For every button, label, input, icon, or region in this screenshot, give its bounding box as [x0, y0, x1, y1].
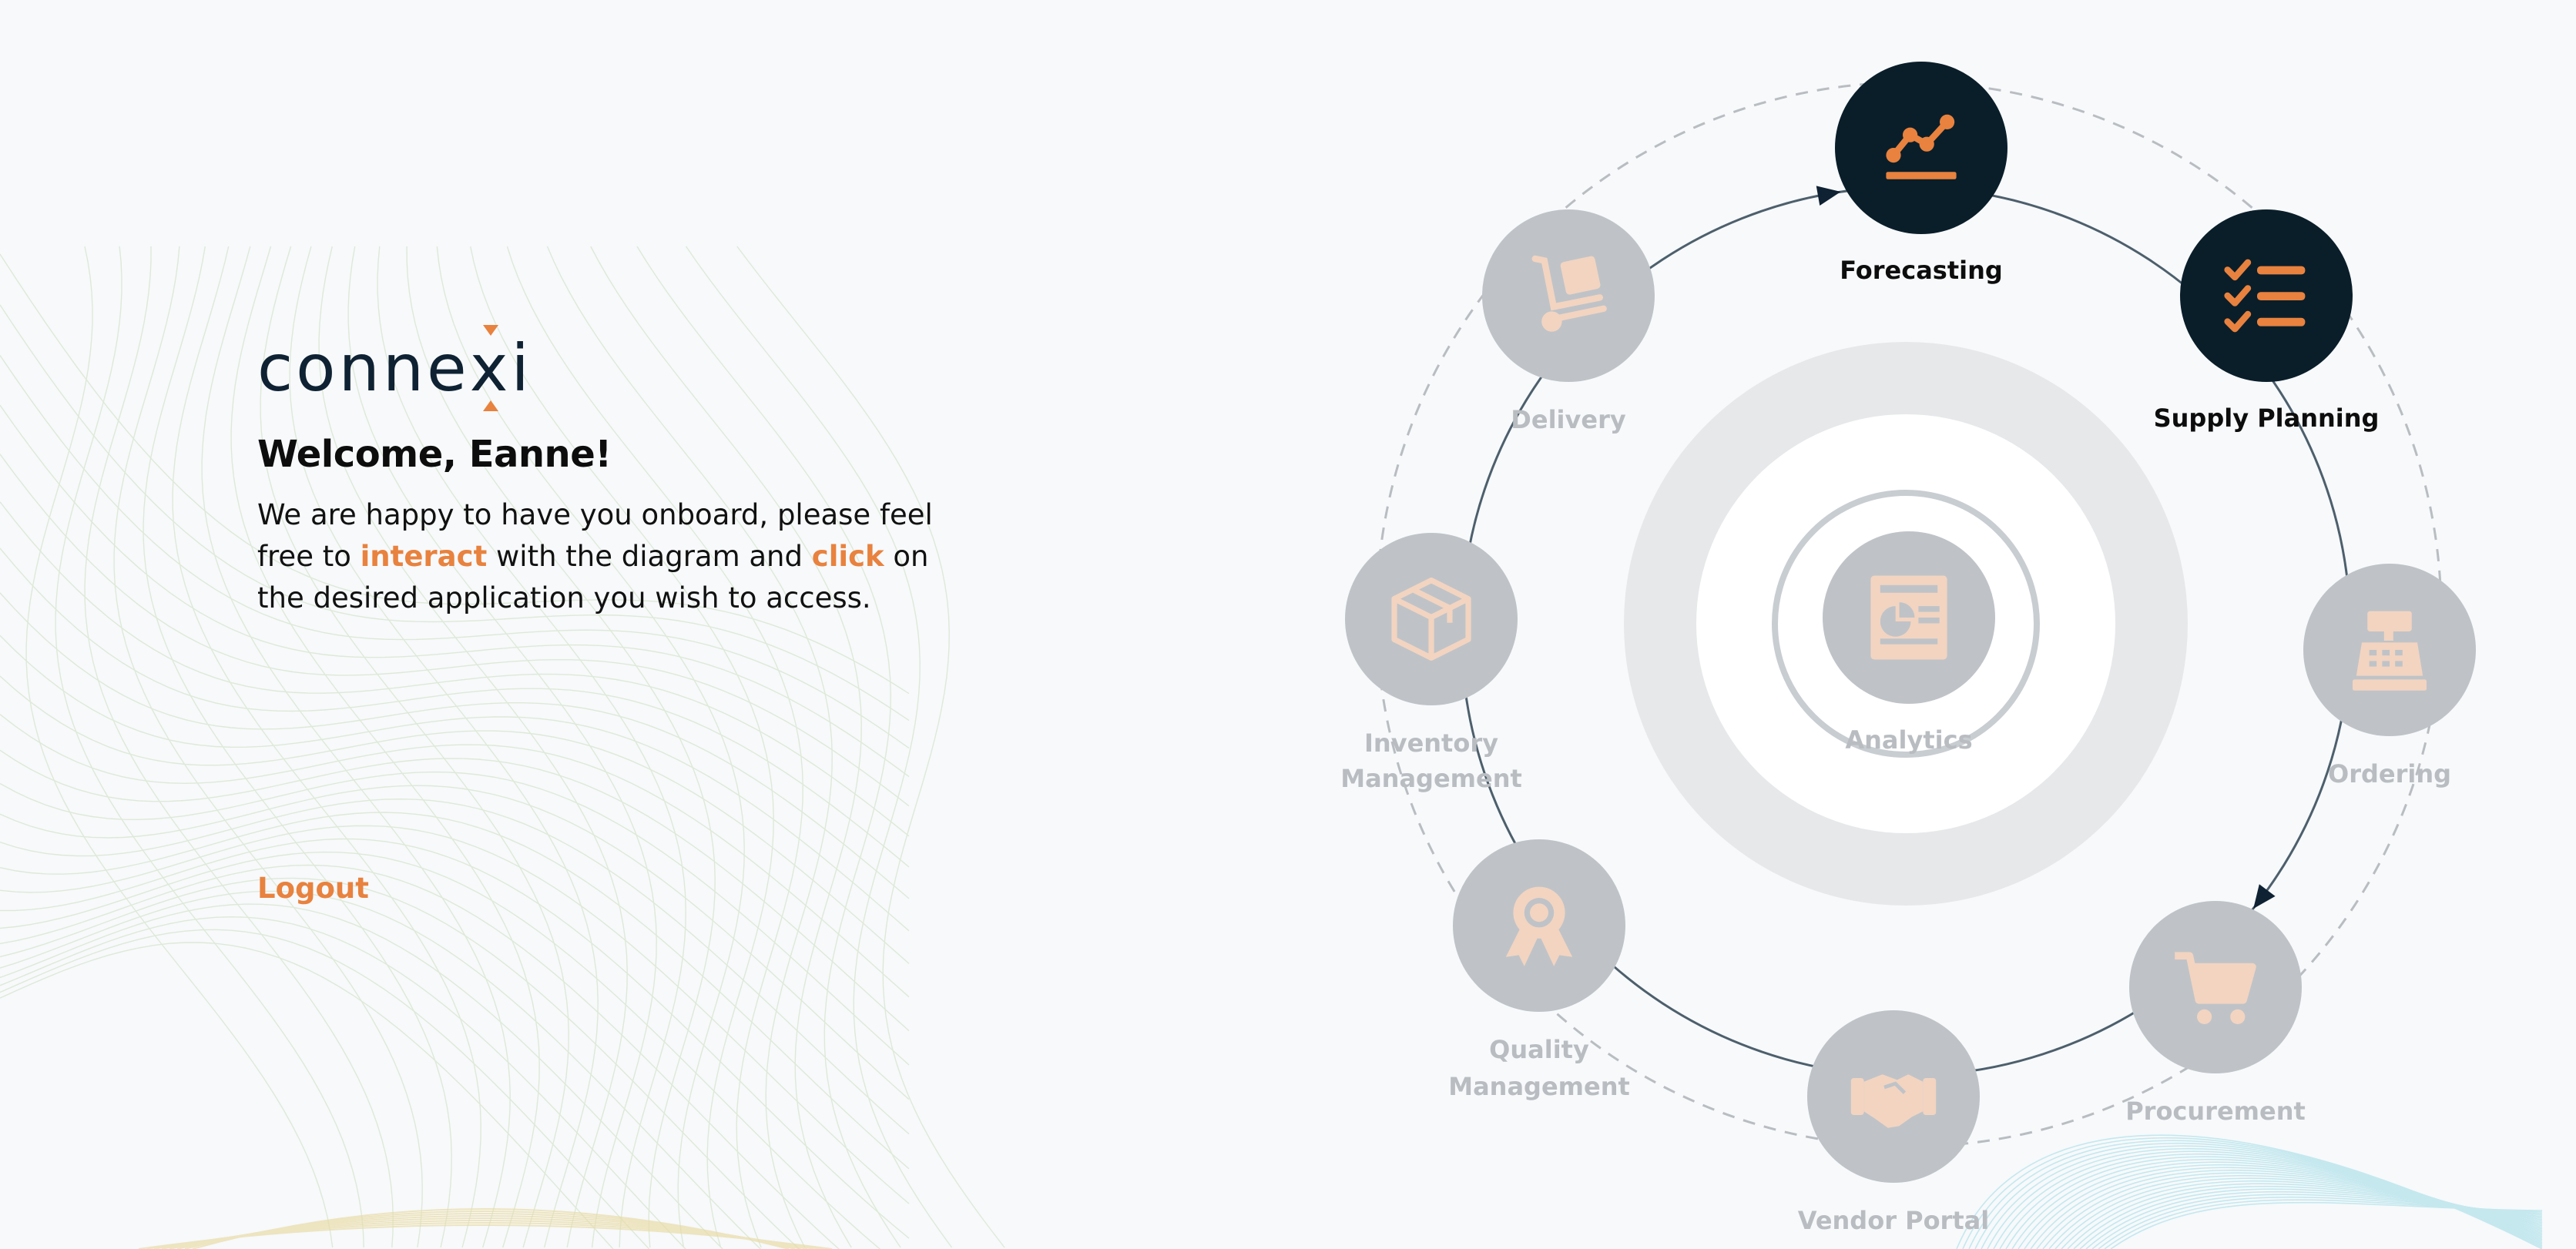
welcome-heading: Welcome, Eanne! — [257, 433, 612, 476]
logo-top-triangle — [482, 325, 498, 336]
node-vendor-portal[interactable]: Vendor Portal — [1798, 1010, 1989, 1235]
analytics-ring-line — [1772, 490, 2040, 758]
delivery-label-line-1: Delivery — [1511, 405, 1626, 434]
intro-highlight-interact: interact — [360, 540, 488, 573]
node-forecasting[interactable]: Forecasting — [1835, 62, 2007, 285]
inventory-management-label-line-2: Management — [1340, 764, 1522, 793]
logo-text-start: conne — [257, 330, 470, 406]
forecasting-label-line-1: Forecasting — [1840, 256, 2003, 285]
bottom-wave-mesh — [138, 1208, 833, 1249]
node-ordering[interactable]: Ordering — [2303, 564, 2476, 789]
flow-arrowhead — [1816, 186, 1841, 206]
logo-x-mark: x — [470, 325, 512, 411]
delivery-node-circle — [1482, 209, 1655, 382]
quality-management-label-line-1: Quality — [1489, 1035, 1589, 1064]
application-nodes: Forecasting Supply Planning Ordering Procur… — [1340, 62, 2476, 1235]
quality-management-label-line-2: Management — [1448, 1072, 1630, 1101]
supply-planning-label-line-1: Supply Planning — [2154, 403, 2380, 433]
inventory-management-label-line-1: Inventory — [1364, 728, 1498, 758]
logo-bottom-triangle — [482, 400, 498, 411]
report-icon — [1870, 575, 1947, 660]
analytics-label: Analytics — [1845, 725, 1972, 755]
node-inventory-management[interactable]: Inventory Management — [1340, 533, 1522, 793]
intro-highlight-click: click — [811, 540, 884, 573]
intro-part-1: We are happy to have you onboard, please… — [257, 498, 933, 573]
intro-part-3: on the desired application you wish to a… — [257, 540, 929, 614]
intro-part-2: with the diagram and — [487, 540, 812, 573]
left-wave-mesh — [0, 246, 1005, 1249]
ordering-label-line-1: Ordering — [2328, 759, 2451, 789]
analytics-node[interactable]: Analytics — [1823, 531, 1995, 755]
node-quality-management[interactable]: Quality Management — [1448, 839, 1630, 1101]
right-wave-mesh — [1956, 1134, 2543, 1249]
flow-arrowhead — [2253, 884, 2276, 909]
intro-text: We are happy to have you onboard, please… — [257, 494, 951, 619]
node-procurement[interactable]: Procurement — [2125, 901, 2306, 1126]
node-delivery[interactable]: Delivery — [1482, 209, 1655, 434]
logout-link[interactable]: Logout — [257, 872, 369, 905]
procurement-label-line-1: Procurement — [2125, 1097, 2306, 1126]
logo-x-letter: x — [469, 330, 512, 406]
connexi-logo: conne x i — [257, 325, 951, 411]
vendor-portal-label-line-1: Vendor Portal — [1798, 1206, 1989, 1235]
logo-text-end: i — [511, 330, 532, 406]
node-supply-planning[interactable]: Supply Planning — [2154, 209, 2380, 433]
welcome-panel: conne x i Welcome, Eanne! We are happy to … — [257, 325, 951, 619]
